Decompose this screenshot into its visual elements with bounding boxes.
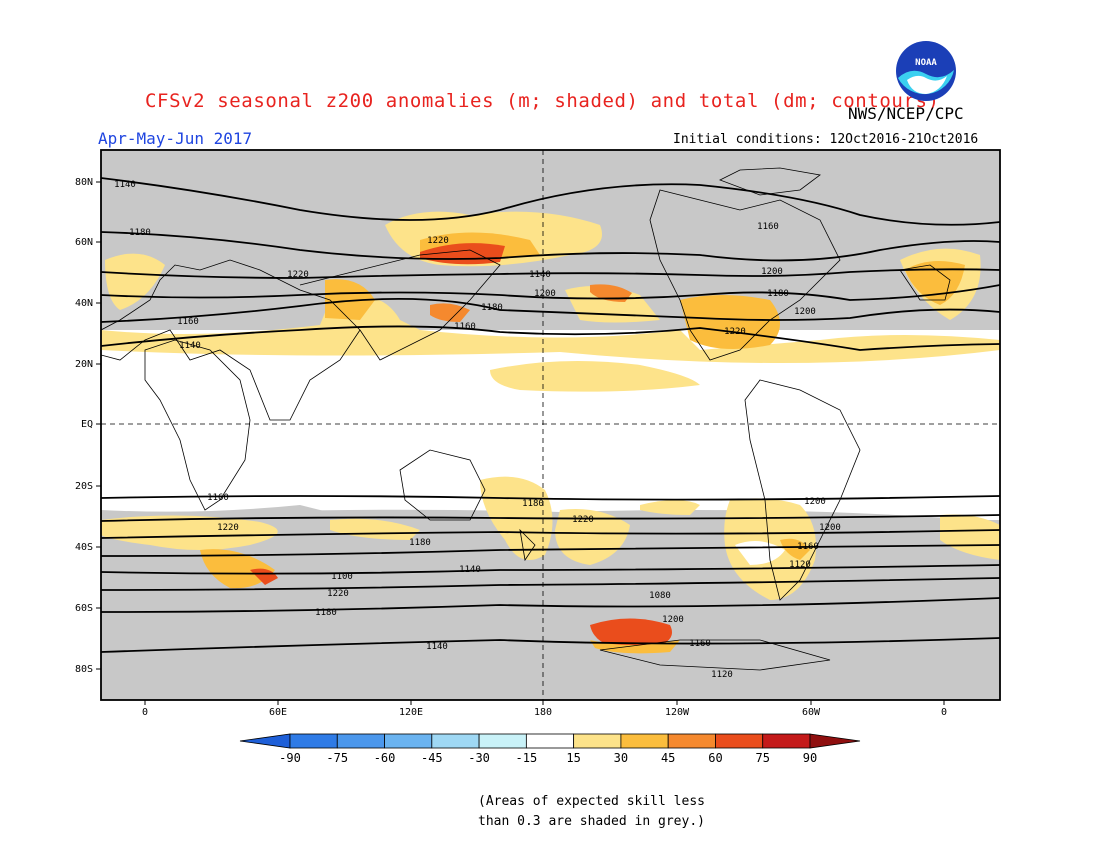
colorbar-label: 15 (566, 751, 580, 765)
lat-tick-label: 80N (75, 177, 93, 188)
contour-label: 1220 (217, 523, 239, 533)
contour-label: 1180 (129, 228, 151, 238)
colorbar-swatch (715, 733, 764, 749)
contour-label: 1180 (767, 289, 789, 299)
lat-tick-label: 60S (75, 603, 93, 614)
contour-label: 1220 (327, 589, 349, 599)
colorbar-label: -90 (279, 751, 301, 765)
contour-label: 1220 (572, 515, 594, 525)
footnote-line-1: (Areas of expected skill less (478, 794, 705, 809)
agency-label: NWS/NCEP/CPC (848, 104, 964, 123)
contour-label: 1220 (724, 327, 746, 337)
contour-label: 1160 (797, 542, 819, 552)
contour-label: 1220 (287, 270, 309, 280)
lon-tick-label: 120E (399, 707, 423, 718)
contour-label: 1140 (529, 270, 551, 280)
contour-label: 1120 (711, 670, 733, 680)
contour-label: 1160 (757, 222, 779, 232)
noaa-logo: NOAA (896, 41, 956, 101)
map-frame (100, 149, 1001, 701)
colorbar-label: -75 (326, 751, 348, 765)
contour-label: 1160 (207, 493, 229, 503)
initial-conditions: Initial conditions: 12Oct2016-21Oct2016 (673, 132, 979, 147)
colorbar-label: 60 (708, 751, 722, 765)
contour-label: 1140 (459, 565, 481, 575)
footnote: (Areas of expected skill less than 0.3 a… (478, 792, 705, 832)
contour-label: 1200 (794, 307, 816, 317)
contour-label: 1180 (481, 303, 503, 313)
contour-label: 1200 (662, 615, 684, 625)
lon-tick-label: 0 (142, 707, 148, 718)
contour-label: 1220 (427, 236, 449, 246)
anomaly-45-northamerica (680, 295, 780, 349)
contour-label: 1160 (454, 322, 476, 332)
colorbar-swatch (431, 733, 480, 749)
colorbar-swatch (384, 733, 433, 749)
contour-lines (101, 177, 1000, 653)
colorbar-swatch (336, 733, 385, 749)
colorbar: -90 -75 -60 -45 -30 -15 15 30 45 60 75 90 (239, 733, 861, 765)
colorbar-swatch (289, 733, 338, 749)
lon-tick-label: 60E (269, 707, 287, 718)
coastlines (101, 167, 951, 671)
contour-label: 1180 (409, 538, 431, 548)
latitude-axis: 80N 60N 40N 20N EQ 20S 40S 60S 80S (75, 177, 101, 675)
colorbar-swatch (620, 733, 669, 749)
colorbar-label: 90 (803, 751, 817, 765)
contour-label: 1200 (534, 289, 556, 299)
lon-tick-label: 180 (534, 707, 552, 718)
colorbar-swatch (762, 733, 811, 749)
lat-tick-label: 40N (75, 298, 93, 309)
lat-tick-label: EQ (81, 419, 93, 430)
contour-label: 1140 (426, 642, 448, 652)
contour-label: 1160 (177, 317, 199, 327)
colorbar-label: -45 (421, 751, 443, 765)
lat-tick-label: 20S (75, 481, 93, 492)
contour-label: 1080 (649, 591, 671, 601)
footnote-line-2: than 0.3 are shaded in grey.) (478, 814, 705, 829)
colorbar-right-arrow (809, 733, 861, 749)
contour-label: 1120 (789, 560, 811, 570)
chart-title: CFSv2 seasonal z200 anomalies (m; shaded… (145, 90, 940, 112)
colorbar-swatch (478, 733, 527, 749)
lat-tick-label: 60N (75, 237, 93, 248)
anomaly-30-south (101, 515, 278, 550)
contour-label: 1160 (689, 639, 711, 649)
forecast-period: Apr-May-Jun 2017 (98, 129, 253, 148)
contour-label: 1200 (819, 523, 841, 533)
colorbar-label: -60 (374, 751, 396, 765)
contour-label-layer: 1140 1160 1180 1200 1220 1140 1160 1180 1200 1220… (114, 180, 841, 680)
colorbar-swatch (667, 733, 716, 749)
lat-tick-label: 80S (75, 664, 93, 675)
colorbar-swatch (573, 733, 622, 749)
colorbar-label: 75 (756, 751, 770, 765)
lon-tick-label: 0 (941, 707, 947, 718)
colorbar-label: -15 (516, 751, 538, 765)
colorbar-swatch (525, 733, 575, 749)
longitude-axis: 0 60E 120E 180 120W 60W 0 (142, 700, 947, 718)
lon-tick-label: 60W (802, 707, 821, 718)
contour-label: 1140 (114, 180, 136, 190)
contour-label: 1100 (331, 572, 353, 582)
contour-label: 1140 (179, 341, 201, 351)
lon-tick-label: 120W (665, 707, 690, 718)
contour-label: 1180 (315, 608, 337, 618)
colorbar-label: 45 (661, 751, 675, 765)
lat-tick-label: 20N (75, 359, 93, 370)
logo-text: NOAA (915, 58, 937, 68)
colorbar-left-arrow (239, 733, 291, 749)
lat-tick-label: 40S (75, 542, 93, 553)
colorbar-label: 30 (614, 751, 628, 765)
colorbar-label: -30 (468, 751, 490, 765)
contour-label: 1200 (804, 497, 826, 507)
contour-label: 1200 (761, 267, 783, 277)
contour-label: 1180 (522, 499, 544, 509)
